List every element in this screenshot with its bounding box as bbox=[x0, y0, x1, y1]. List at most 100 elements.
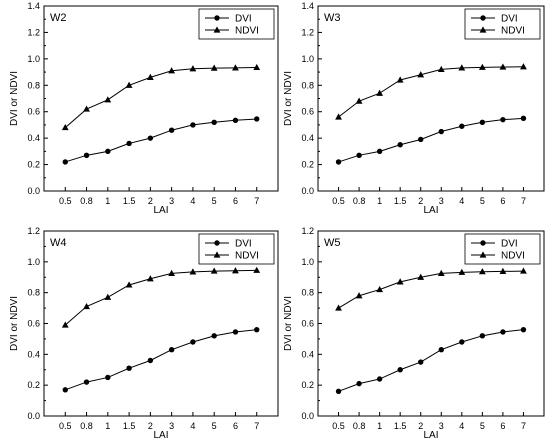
x-tick-label: 1 bbox=[377, 421, 382, 431]
y-tick-label: 0.4 bbox=[301, 133, 314, 143]
x-tick-label: 2 bbox=[148, 421, 153, 431]
data-point-ndvi bbox=[396, 278, 404, 285]
data-point-ndvi bbox=[210, 64, 218, 71]
x-tick-label: 1 bbox=[377, 196, 382, 206]
x-tick-label: 5 bbox=[212, 421, 217, 431]
data-point-dvi bbox=[520, 326, 527, 333]
data-point-dvi bbox=[211, 333, 217, 339]
y-tick-label: 0.6 bbox=[301, 319, 314, 329]
data-point-ndvi bbox=[417, 273, 425, 280]
data-point-dvi bbox=[105, 374, 111, 381]
x-tick-label: 1.5 bbox=[123, 421, 136, 431]
panel-label: W2 bbox=[50, 12, 67, 24]
data-point-dvi bbox=[438, 347, 444, 353]
data-point-ndvi bbox=[125, 281, 133, 288]
x-tick-label: 0.5 bbox=[332, 196, 345, 206]
data-point-ndvi bbox=[437, 269, 445, 276]
data-point-ndvi bbox=[458, 64, 466, 71]
data-point-ndvi bbox=[355, 97, 363, 104]
y-tick-label: 1.0 bbox=[301, 257, 314, 267]
data-point-dvi bbox=[190, 122, 196, 128]
data-point-ndvi bbox=[168, 269, 176, 276]
y-axis-label: DVI or NDVI bbox=[9, 296, 20, 351]
data-point-ndvi bbox=[125, 81, 133, 88]
y-tick-label: 0.0 bbox=[27, 186, 40, 196]
y-tick-label: 0.6 bbox=[27, 319, 40, 329]
panel-label: W3 bbox=[324, 12, 341, 24]
data-point-ndvi bbox=[61, 321, 69, 328]
y-tick-label: 1.0 bbox=[27, 54, 40, 64]
y-tick-label: 0.0 bbox=[301, 411, 314, 421]
x-tick-label: 6 bbox=[233, 196, 238, 206]
legend-marker-ndvi bbox=[213, 251, 221, 258]
x-tick-label: 4 bbox=[459, 196, 464, 206]
x-tick-label: 1.5 bbox=[394, 421, 407, 431]
data-point-ndvi bbox=[335, 113, 342, 120]
data-point-dvi bbox=[397, 142, 403, 148]
legend-marker-dvi bbox=[214, 240, 220, 246]
legend-label-dvi: DVI bbox=[501, 14, 518, 25]
x-tick-label: 0.8 bbox=[353, 421, 366, 431]
series-line-dvi bbox=[65, 118, 257, 163]
data-point-dvi bbox=[211, 119, 217, 125]
y-axis-label: DVI or NDVI bbox=[9, 71, 20, 126]
y-tick-label: 0.4 bbox=[301, 349, 314, 359]
x-tick-label: 5 bbox=[212, 196, 217, 206]
x-tick-label: 0.8 bbox=[353, 196, 366, 206]
y-tick-label: 0.4 bbox=[27, 133, 40, 143]
data-point-dvi bbox=[168, 127, 175, 133]
series-line-dvi bbox=[338, 117, 524, 163]
legend-marker-ndvi bbox=[213, 26, 221, 33]
y-tick-label: 0.8 bbox=[301, 80, 314, 90]
x-tick-label: 3 bbox=[439, 421, 444, 431]
data-point-dvi bbox=[459, 339, 465, 345]
y-tick-label: 1.0 bbox=[27, 257, 40, 267]
data-point-dvi bbox=[147, 357, 154, 364]
y-tick-label: 0.6 bbox=[301, 107, 314, 117]
x-tick-label: 6 bbox=[500, 421, 505, 431]
x-axis-label: LAI bbox=[423, 205, 438, 216]
y-tick-label: 0.4 bbox=[27, 349, 40, 359]
legend-label-dvi: DVI bbox=[501, 239, 518, 250]
x-tick-label: 0.5 bbox=[59, 196, 72, 206]
data-point-ndvi bbox=[520, 267, 527, 274]
x-tick-label: 7 bbox=[254, 196, 259, 206]
data-point-dvi bbox=[83, 379, 90, 385]
data-point-ndvi bbox=[146, 275, 154, 282]
x-tick-label: 1.5 bbox=[123, 196, 136, 206]
y-tick-label: 0.2 bbox=[301, 160, 314, 170]
data-point-ndvi bbox=[355, 292, 363, 299]
x-tick-label: 1.5 bbox=[394, 196, 407, 206]
data-point-dvi bbox=[438, 128, 444, 135]
data-point-dvi bbox=[232, 329, 239, 335]
data-point-dvi bbox=[376, 148, 383, 155]
data-point-dvi bbox=[62, 159, 68, 165]
data-point-ndvi bbox=[396, 76, 404, 83]
data-point-dvi bbox=[62, 387, 68, 393]
x-tick-label: 2 bbox=[418, 196, 423, 206]
x-tick-label: 7 bbox=[254, 421, 259, 431]
y-tick-label: 1.2 bbox=[27, 226, 40, 236]
data-point-ndvi bbox=[253, 266, 261, 273]
y-tick-label: 1.4 bbox=[27, 1, 40, 11]
legend-label-dvi: DVI bbox=[235, 239, 252, 250]
data-point-ndvi bbox=[210, 267, 218, 274]
legend-label-dvi: DVI bbox=[235, 14, 252, 25]
x-tick-label: 4 bbox=[459, 421, 464, 431]
y-axis-label: DVI or NDVI bbox=[283, 71, 294, 126]
x-tick-label: 6 bbox=[500, 196, 505, 206]
legend-label-ndvi: NDVI bbox=[235, 26, 259, 37]
legend-label-ndvi: NDVI bbox=[501, 251, 525, 262]
data-point-dvi bbox=[397, 367, 403, 373]
x-tick-label: 1 bbox=[105, 421, 110, 431]
y-tick-label: 0.2 bbox=[27, 160, 40, 170]
data-point-dvi bbox=[500, 116, 506, 123]
x-tick-label: 5 bbox=[480, 421, 485, 431]
y-tick-label: 0.0 bbox=[301, 186, 314, 196]
data-point-dvi bbox=[126, 365, 132, 371]
